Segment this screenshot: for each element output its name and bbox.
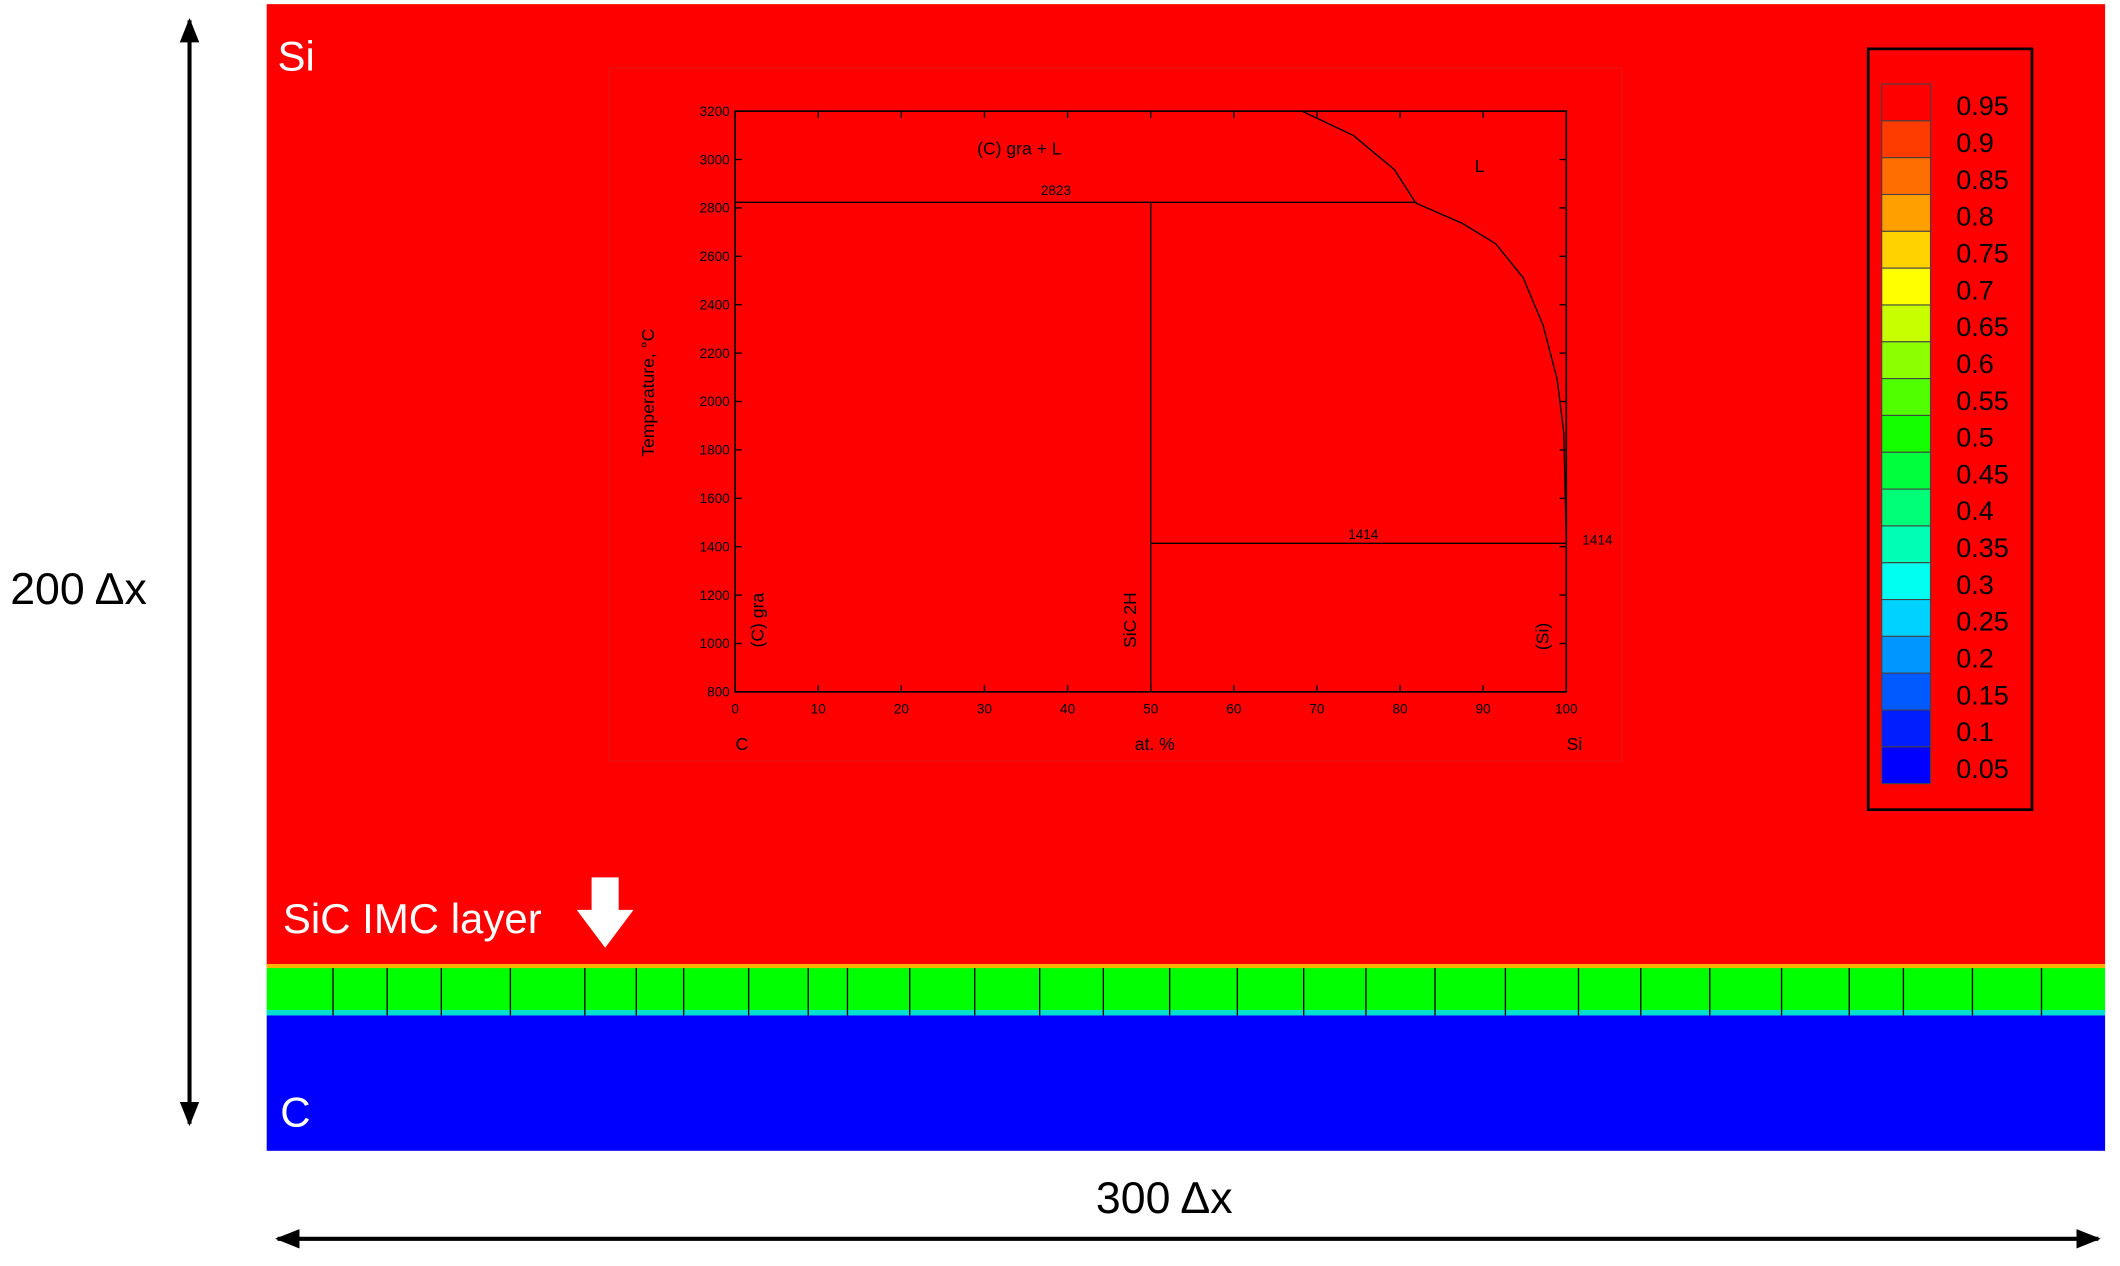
arrow <box>576 877 634 948</box>
colorbar-swatch <box>1881 709 1932 748</box>
colorbar-swatch <box>1881 525 1932 564</box>
y-tick-label: 2200 <box>700 346 730 361</box>
annotation: 1414 <box>1582 532 1613 547</box>
y-tick-label: 1600 <box>700 491 730 506</box>
colorbar-swatch <box>1881 230 1932 269</box>
y-tick-label: 3200 <box>700 104 730 119</box>
colorbar-label: 0.35 <box>1956 532 2009 563</box>
annotation: L <box>1475 156 1485 176</box>
colorbar-label: 0.85 <box>1956 164 2009 195</box>
colorbar-swatch <box>1881 746 1932 785</box>
x-tick-label: 90 <box>1476 702 1491 717</box>
colorbar-frame <box>1866 47 2034 812</box>
y-tick-label: 1000 <box>700 636 730 651</box>
colorbar-label: 0.2 <box>1956 643 1994 674</box>
interface <box>266 1010 2106 1016</box>
colorbar-swatch <box>1881 562 1932 601</box>
colorbar-label: 0.95 <box>1956 90 2009 121</box>
interface <box>266 963 2106 969</box>
colorbar-label: 0.75 <box>1956 237 2009 268</box>
annotation: 1414 <box>1348 527 1379 542</box>
colorbar-swatch <box>1881 451 1932 490</box>
y-tick-label: 1200 <box>700 588 730 603</box>
y-axis-label: Temperature, °C <box>638 328 658 456</box>
colorbar-swatch <box>1881 120 1932 159</box>
colorbar-swatch <box>1881 635 1932 674</box>
colorbar-label: 0.1 <box>1956 716 1994 747</box>
annotation: 2823 <box>1041 183 1071 198</box>
colorbar-label: 0.4 <box>1956 495 1994 526</box>
x-tick-label: 40 <box>1060 702 1075 717</box>
colorbar-swatch <box>1881 599 1932 637</box>
annotation: SiC 2H <box>1120 592 1140 648</box>
x-tick-label: 70 <box>1309 702 1324 717</box>
x-tick-label: 100 <box>1555 702 1578 717</box>
height-label: 200 Δx <box>10 565 147 614</box>
colorbar-label: 0.3 <box>1956 569 1994 600</box>
colorbar-label: 0.55 <box>1956 385 2009 416</box>
colorbar-swatch <box>1881 304 1932 343</box>
c-region <box>266 1015 2106 1151</box>
y-tick-label: 1800 <box>700 443 730 458</box>
layer-label: SiC IMC layer <box>283 895 542 942</box>
x-tick-label: 30 <box>977 702 992 717</box>
colorbar-swatch <box>1881 193 1932 232</box>
colorbar-label: 0.25 <box>1956 606 2009 637</box>
colorbar-swatch <box>1881 83 1932 122</box>
si-label: Si <box>278 33 315 80</box>
y-tick-label: 2800 <box>700 201 730 216</box>
colorbar-swatch <box>1881 157 1932 196</box>
x-end-label: Si <box>1567 734 1583 754</box>
colorbar-swatch <box>1881 267 1932 306</box>
y-tick-label: 2600 <box>700 249 730 264</box>
colorbar-label: 0.6 <box>1956 348 1994 379</box>
sic-layer <box>266 968 2106 1015</box>
width-label: 300 Δx <box>1096 1174 1233 1223</box>
y-tick-label: 2000 <box>700 394 730 409</box>
colorbar-swatch <box>1881 672 1932 711</box>
x-end-label: C <box>736 734 749 754</box>
colorbar-swatch <box>1881 488 1932 527</box>
si-region <box>266 4 2106 967</box>
annotation: (C) gra + L <box>977 138 1062 158</box>
colorbar-label: 0.65 <box>1956 311 2009 342</box>
y-tick-label: 1400 <box>700 539 730 554</box>
y-tick-label: 2400 <box>700 297 730 312</box>
colorbar-label: 0.45 <box>1956 458 2009 489</box>
y-tick-label: 3000 <box>700 152 730 167</box>
grain-boundaries <box>332 968 2043 1016</box>
colorbar-swatch <box>1881 414 1932 453</box>
annotation: (C) gra <box>748 593 768 648</box>
x-tick-label: 20 <box>894 702 909 717</box>
x-axis-label: at. % <box>1135 734 1175 754</box>
colorbar-label: 0.8 <box>1956 201 1994 232</box>
x-tick-label: 80 <box>1393 702 1408 717</box>
colorbar-label: 0.15 <box>1956 679 2009 710</box>
x-tick-label: 10 <box>811 702 826 717</box>
inset-frame <box>608 67 1623 762</box>
annotation: (Si) <box>1533 623 1553 650</box>
c-label: C <box>280 1088 310 1135</box>
colorbar-label: 0.7 <box>1956 274 1994 305</box>
line <box>1301 110 1567 544</box>
colorbar-label: 0.9 <box>1956 127 1994 158</box>
colorbar-label: 0.5 <box>1956 422 1994 453</box>
colorbar-swatch <box>1881 378 1932 416</box>
x-tick-label: 0 <box>731 702 739 717</box>
colorbar-swatch <box>1881 341 1932 380</box>
x-tick-label: 60 <box>1226 702 1241 717</box>
y-tick-label: 800 <box>707 685 730 700</box>
x-tick-label: 50 <box>1143 702 1158 717</box>
colorbar-label: 0.05 <box>1956 753 2009 784</box>
